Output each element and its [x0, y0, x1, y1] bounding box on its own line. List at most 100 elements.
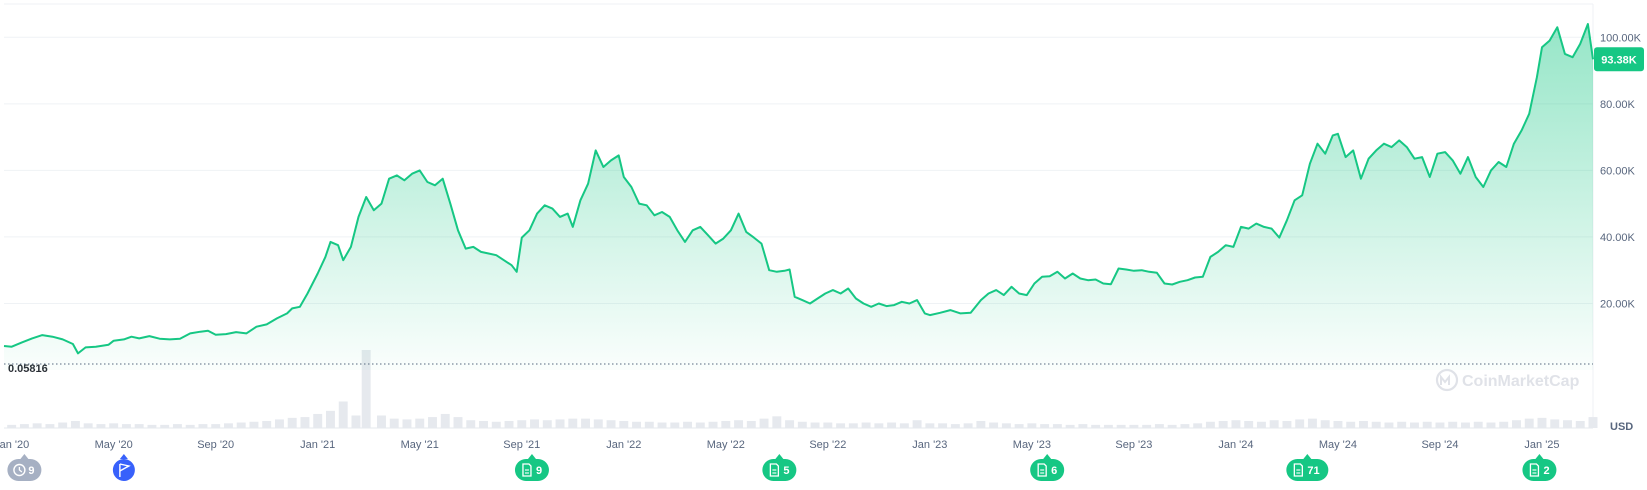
volume-bar	[147, 424, 157, 428]
volume-bar	[223, 423, 233, 428]
volume-bar	[848, 423, 858, 428]
volume-bar	[963, 423, 973, 428]
volume-bar	[874, 423, 884, 428]
volume-bar	[1065, 424, 1075, 428]
event-marker[interactable]: 5	[762, 454, 797, 481]
volume-bar	[1027, 423, 1037, 428]
event-marker[interactable]: 9	[7, 454, 42, 481]
coinmarketcap-logo-icon	[1435, 368, 1459, 392]
x-tick-label: Jan '21	[300, 439, 335, 451]
volume-bar	[185, 424, 195, 428]
event-marker-bg	[762, 459, 797, 481]
volume-bar	[160, 424, 170, 428]
event-marker-count: 6	[1051, 465, 1057, 477]
volume-bar	[810, 422, 820, 428]
volume-bar	[1180, 424, 1190, 428]
volume-bar	[402, 419, 412, 428]
document-icon	[522, 463, 532, 477]
document-icon	[769, 463, 780, 477]
volume-bar	[657, 422, 667, 428]
currency-label: USD	[1610, 421, 1633, 433]
y-tick-label: 100.00K	[1600, 32, 1642, 44]
x-tick-label: Sep '24	[1421, 439, 1458, 451]
current-price-tag-bg	[1594, 47, 1644, 72]
volume-bar	[1269, 420, 1279, 428]
volume-bar	[262, 420, 272, 428]
volume-bar	[1524, 418, 1534, 428]
event-marker-pointer	[20, 454, 29, 459]
event-marker[interactable]	[112, 454, 135, 481]
volume-bar	[1461, 422, 1470, 428]
volume-bar	[734, 420, 744, 428]
event-marker-bg	[112, 459, 135, 481]
volume-bar	[1448, 421, 1458, 428]
volume-bar	[581, 418, 590, 428]
volume-bar	[313, 413, 323, 428]
volume-bar	[950, 424, 960, 428]
volume-bar	[351, 415, 361, 428]
volume-bar	[70, 420, 80, 428]
volume-bar	[504, 420, 514, 428]
price-line[interactable]	[3, 23, 1594, 355]
x-tick-label: Jan '23	[912, 439, 947, 451]
event-marker[interactable]: 71	[1286, 454, 1329, 481]
volume-bar	[121, 424, 131, 428]
event-marker[interactable]: 6	[1030, 454, 1065, 481]
volume-bar	[466, 420, 476, 428]
current-price-label: 93.38K	[1601, 54, 1637, 66]
x-tick-label: Jan '22	[606, 439, 641, 451]
event-markers[interactable]: 9 9 5 6 71 2	[7, 454, 1557, 481]
volume-bar	[606, 420, 616, 428]
volume-bar	[479, 420, 488, 428]
volume-bar	[938, 423, 948, 428]
volume-bar	[440, 413, 450, 428]
volume-bar	[45, 424, 55, 428]
event-marker[interactable]: 2	[1522, 454, 1557, 481]
volume-bar	[361, 350, 371, 428]
volume-bar	[1358, 420, 1368, 428]
volume-bar	[1193, 423, 1203, 428]
y-tick-label: 80.00K	[1600, 99, 1636, 111]
x-axis: Jan '20 May '20 Sep '20 Jan '21 May '21 Sep '…	[0, 439, 1560, 451]
x-tick-label: Sep '23	[1115, 439, 1152, 451]
volume-bar	[619, 420, 629, 428]
volume-bar	[1244, 420, 1254, 428]
volume-bar	[389, 418, 399, 428]
volume-bar	[632, 421, 642, 428]
volume-bar	[785, 420, 795, 428]
history-icon	[13, 463, 26, 477]
x-tick-label: May '22	[707, 439, 745, 451]
volume-bar	[887, 422, 897, 428]
volume-bar	[1167, 424, 1177, 428]
volume-bar	[1575, 420, 1585, 428]
volume-bar	[861, 422, 871, 428]
volume-bar	[1103, 424, 1113, 428]
volume-bar	[1307, 418, 1317, 428]
volume-bar	[772, 416, 782, 428]
volume-bar	[530, 419, 539, 428]
event-marker-count: 2	[1543, 465, 1549, 477]
y-tick-label: 20.00K	[1600, 298, 1636, 310]
x-tick-label: Sep '21	[503, 439, 540, 451]
event-marker-count: 9	[28, 465, 34, 477]
event-marker-pointer	[1043, 454, 1052, 459]
volume-bar	[326, 410, 335, 428]
price-area-fill	[4, 24, 1593, 370]
volume-bar	[593, 419, 603, 428]
volume-bar	[1116, 424, 1126, 428]
volume-bar	[1333, 420, 1343, 428]
volume-bar	[1409, 422, 1419, 428]
event-marker-pointer	[1303, 454, 1312, 459]
volume-bar	[989, 422, 999, 428]
volume-bar	[1014, 424, 1024, 428]
volume-bar	[453, 417, 463, 428]
volume-bar	[644, 421, 654, 428]
volume-bar	[695, 422, 705, 428]
event-marker[interactable]: 9	[514, 454, 549, 481]
document-icon	[1293, 463, 1303, 477]
document-icon	[1529, 463, 1540, 477]
volume-bar	[287, 417, 297, 428]
volume-bar	[236, 422, 246, 428]
